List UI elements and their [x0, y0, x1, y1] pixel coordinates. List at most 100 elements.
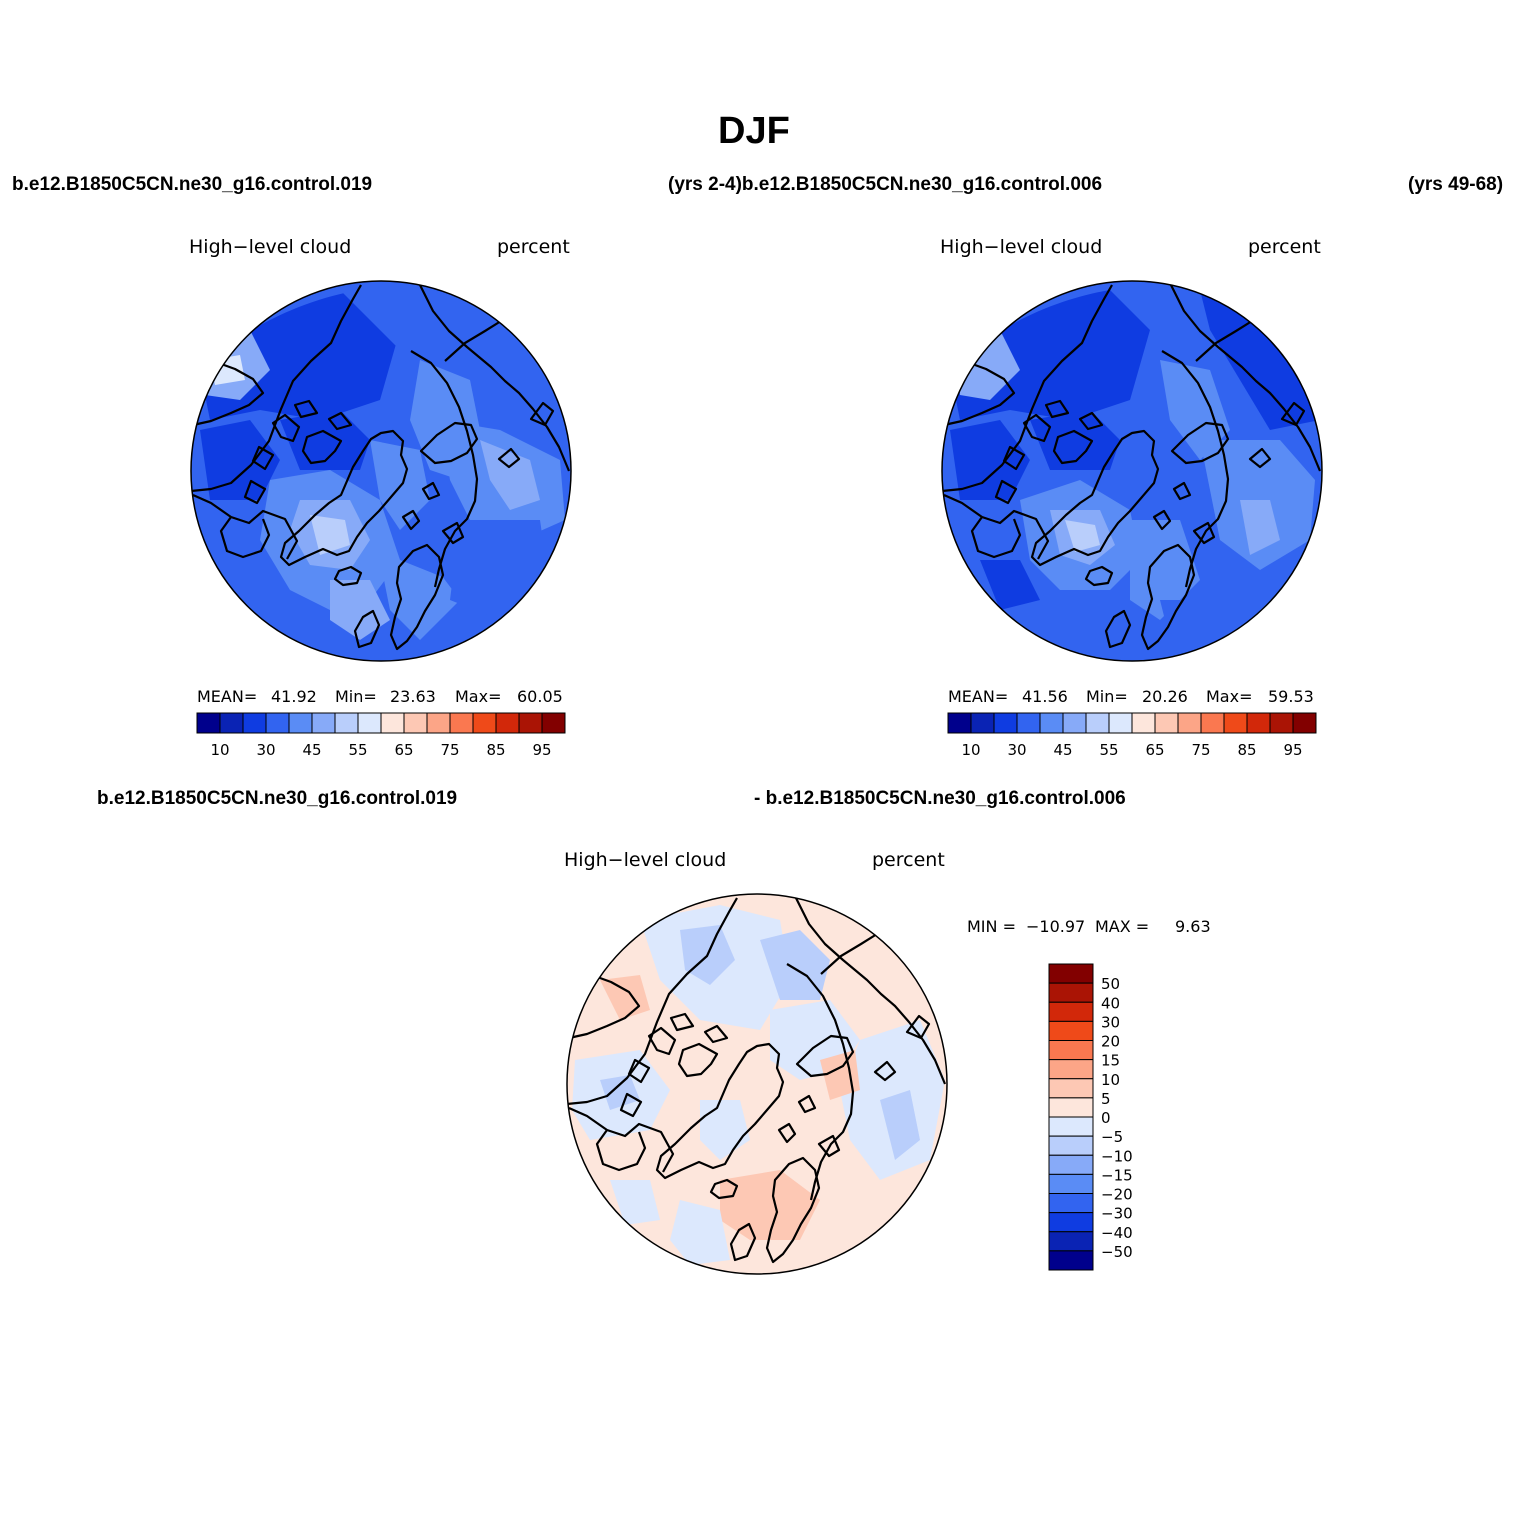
diff-colorbar-swatch	[1048, 1020, 1094, 1041]
right-max-label: Max=	[1206, 687, 1253, 706]
right-colorbar-tick-label: 95	[1283, 741, 1302, 759]
case-label-top-mid: (yrs 2-4)b.e12.B1850C5CN.ne30_g16.contro…	[668, 174, 1103, 195]
case-label-diff-left: b.e12.B1850C5CN.ne30_g16.control.019	[97, 788, 458, 809]
diff-colorbar-tick-label: 20	[1101, 1033, 1120, 1051]
right-colorbar-tick-label: 75	[1191, 741, 1210, 759]
left-map-border	[190, 280, 572, 662]
diff-colorbar-tick-label: 40	[1101, 994, 1120, 1012]
left-colorbar-swatch	[426, 712, 451, 734]
left-units-label: percent	[497, 236, 570, 258]
diff-colorbar-swatch	[1048, 1040, 1094, 1061]
left-min-value: 23.63	[390, 687, 436, 706]
diff-max-label: MAX =	[1095, 917, 1150, 936]
diff-colorbar-tick-label: 0	[1101, 1109, 1111, 1127]
left-colorbar-swatch	[242, 712, 267, 734]
page-title: DJF	[718, 110, 790, 152]
right-colorbar-swatch	[1269, 712, 1294, 734]
diff-colorbar-swatch	[1048, 1250, 1094, 1271]
left-colorbar-swatch	[288, 712, 313, 734]
diff-map	[567, 894, 947, 1274]
left-min-label: Min=	[335, 687, 377, 706]
diff-colorbar-swatch	[1048, 1193, 1094, 1214]
right-colorbar-tick-label: 85	[1237, 741, 1256, 759]
left-colorbar-swatch	[541, 712, 566, 734]
diff-colorbar-swatch	[1048, 1154, 1094, 1175]
left-colorbar-swatch	[518, 712, 543, 734]
left-colorbar-tick-label: 30	[256, 741, 275, 759]
diff-colorbar-swatch	[1048, 1097, 1094, 1118]
right-colorbar-tick-label: 30	[1007, 741, 1026, 759]
right-colorbar-swatch	[970, 712, 995, 734]
left-colorbar-tick-label: 10	[210, 741, 229, 759]
left-colorbar-swatch	[380, 712, 405, 734]
left-colorbar-tick-label: 55	[348, 741, 367, 759]
left-colorbar-swatch	[357, 712, 382, 734]
left-colorbar-tick-label: 75	[440, 741, 459, 759]
left-colorbar-swatch	[219, 712, 244, 734]
diff-map-fields	[572, 905, 945, 1265]
right-min-label: Min=	[1086, 687, 1128, 706]
left-colorbar-swatch	[265, 712, 290, 734]
diff-colorbar-swatch	[1048, 963, 1094, 984]
right-map	[942, 281, 1322, 661]
right-colorbar-tick-label: 45	[1053, 741, 1072, 759]
diff-colorbar-tick-label: 10	[1101, 1071, 1120, 1089]
left-mean-label: MEAN=	[197, 687, 258, 706]
diff-colorbar-tick-label: −40	[1101, 1224, 1133, 1242]
diff-colorbar-swatch	[1048, 1135, 1094, 1156]
left-colorbar-tick-label: 95	[532, 741, 551, 759]
right-colorbar-swatch	[1246, 712, 1271, 734]
left-colorbar-tick-label: 45	[302, 741, 321, 759]
right-colorbar-swatch	[1177, 712, 1202, 734]
diff-colorbar-swatch	[1048, 1231, 1094, 1252]
left-colorbar-swatch	[472, 712, 497, 734]
diff-min-label: MIN =	[967, 917, 1016, 936]
diff-colorbar-swatch	[1048, 1116, 1094, 1137]
diff-colorbar-tick-label: −15	[1101, 1166, 1133, 1184]
diff-colorbar-swatch	[1048, 1078, 1094, 1099]
left-max-value: 60.05	[517, 687, 563, 706]
left-colorbar-swatch	[196, 712, 221, 734]
right-colorbar-tick-label: 65	[1145, 741, 1164, 759]
right-max-value: 59.53	[1268, 687, 1314, 706]
right-map-border	[941, 280, 1323, 662]
diff-colorbar-tick-label: 5	[1101, 1090, 1111, 1108]
right-map-fields	[950, 290, 1320, 650]
diff-map-border	[566, 893, 948, 1275]
diff-max-value: 9.63	[1175, 917, 1211, 936]
diff-colorbar-swatch	[1048, 1001, 1094, 1022]
diff-colorbar-swatch	[1048, 1212, 1094, 1233]
right-colorbar-swatch	[1062, 712, 1087, 734]
right-colorbar-swatch	[993, 712, 1018, 734]
left-colorbar-swatch	[311, 712, 336, 734]
diff-colorbar-tick-label: −5	[1101, 1128, 1123, 1146]
left-colorbar-swatch	[449, 712, 474, 734]
diff-units-label: percent	[872, 849, 945, 871]
right-mean-value: 41.56	[1022, 687, 1068, 706]
left-mean-value: 41.92	[271, 687, 317, 706]
right-colorbar-swatch	[1108, 712, 1133, 734]
right-colorbar-tick-label: 10	[961, 741, 980, 759]
diff-colorbar-tick-label: −30	[1101, 1205, 1133, 1223]
right-colorbar-swatch	[947, 712, 972, 734]
diff-min-value: −10.97	[1026, 917, 1086, 936]
right-colorbar-swatch	[1016, 712, 1041, 734]
right-colorbar-swatch	[1039, 712, 1064, 734]
diff-colorbar-tick-label: −50	[1101, 1243, 1133, 1261]
diff-colorbar-tick-label: 50	[1101, 975, 1120, 993]
left-max-label: Max=	[455, 687, 502, 706]
diff-colorbar-tick-label: 15	[1101, 1052, 1120, 1070]
diff-colorbar-tick-label: −20	[1101, 1186, 1133, 1204]
right-colorbar-tick-label: 55	[1099, 741, 1118, 759]
case-label-top-left: b.e12.B1850C5CN.ne30_g16.control.019	[12, 174, 373, 195]
right-colorbar-swatch	[1292, 712, 1317, 734]
left-colorbar-swatch	[403, 712, 428, 734]
diff-colorbar-swatch	[1048, 1059, 1094, 1080]
left-colorbar-tick-label: 65	[394, 741, 413, 759]
left-colorbar-swatch	[495, 712, 520, 734]
diff-variable-label: High−level cloud	[564, 849, 727, 871]
left-map	[191, 281, 571, 661]
left-colorbar-tick-label: 85	[486, 741, 505, 759]
diff-colorbar-swatch	[1048, 1173, 1094, 1194]
